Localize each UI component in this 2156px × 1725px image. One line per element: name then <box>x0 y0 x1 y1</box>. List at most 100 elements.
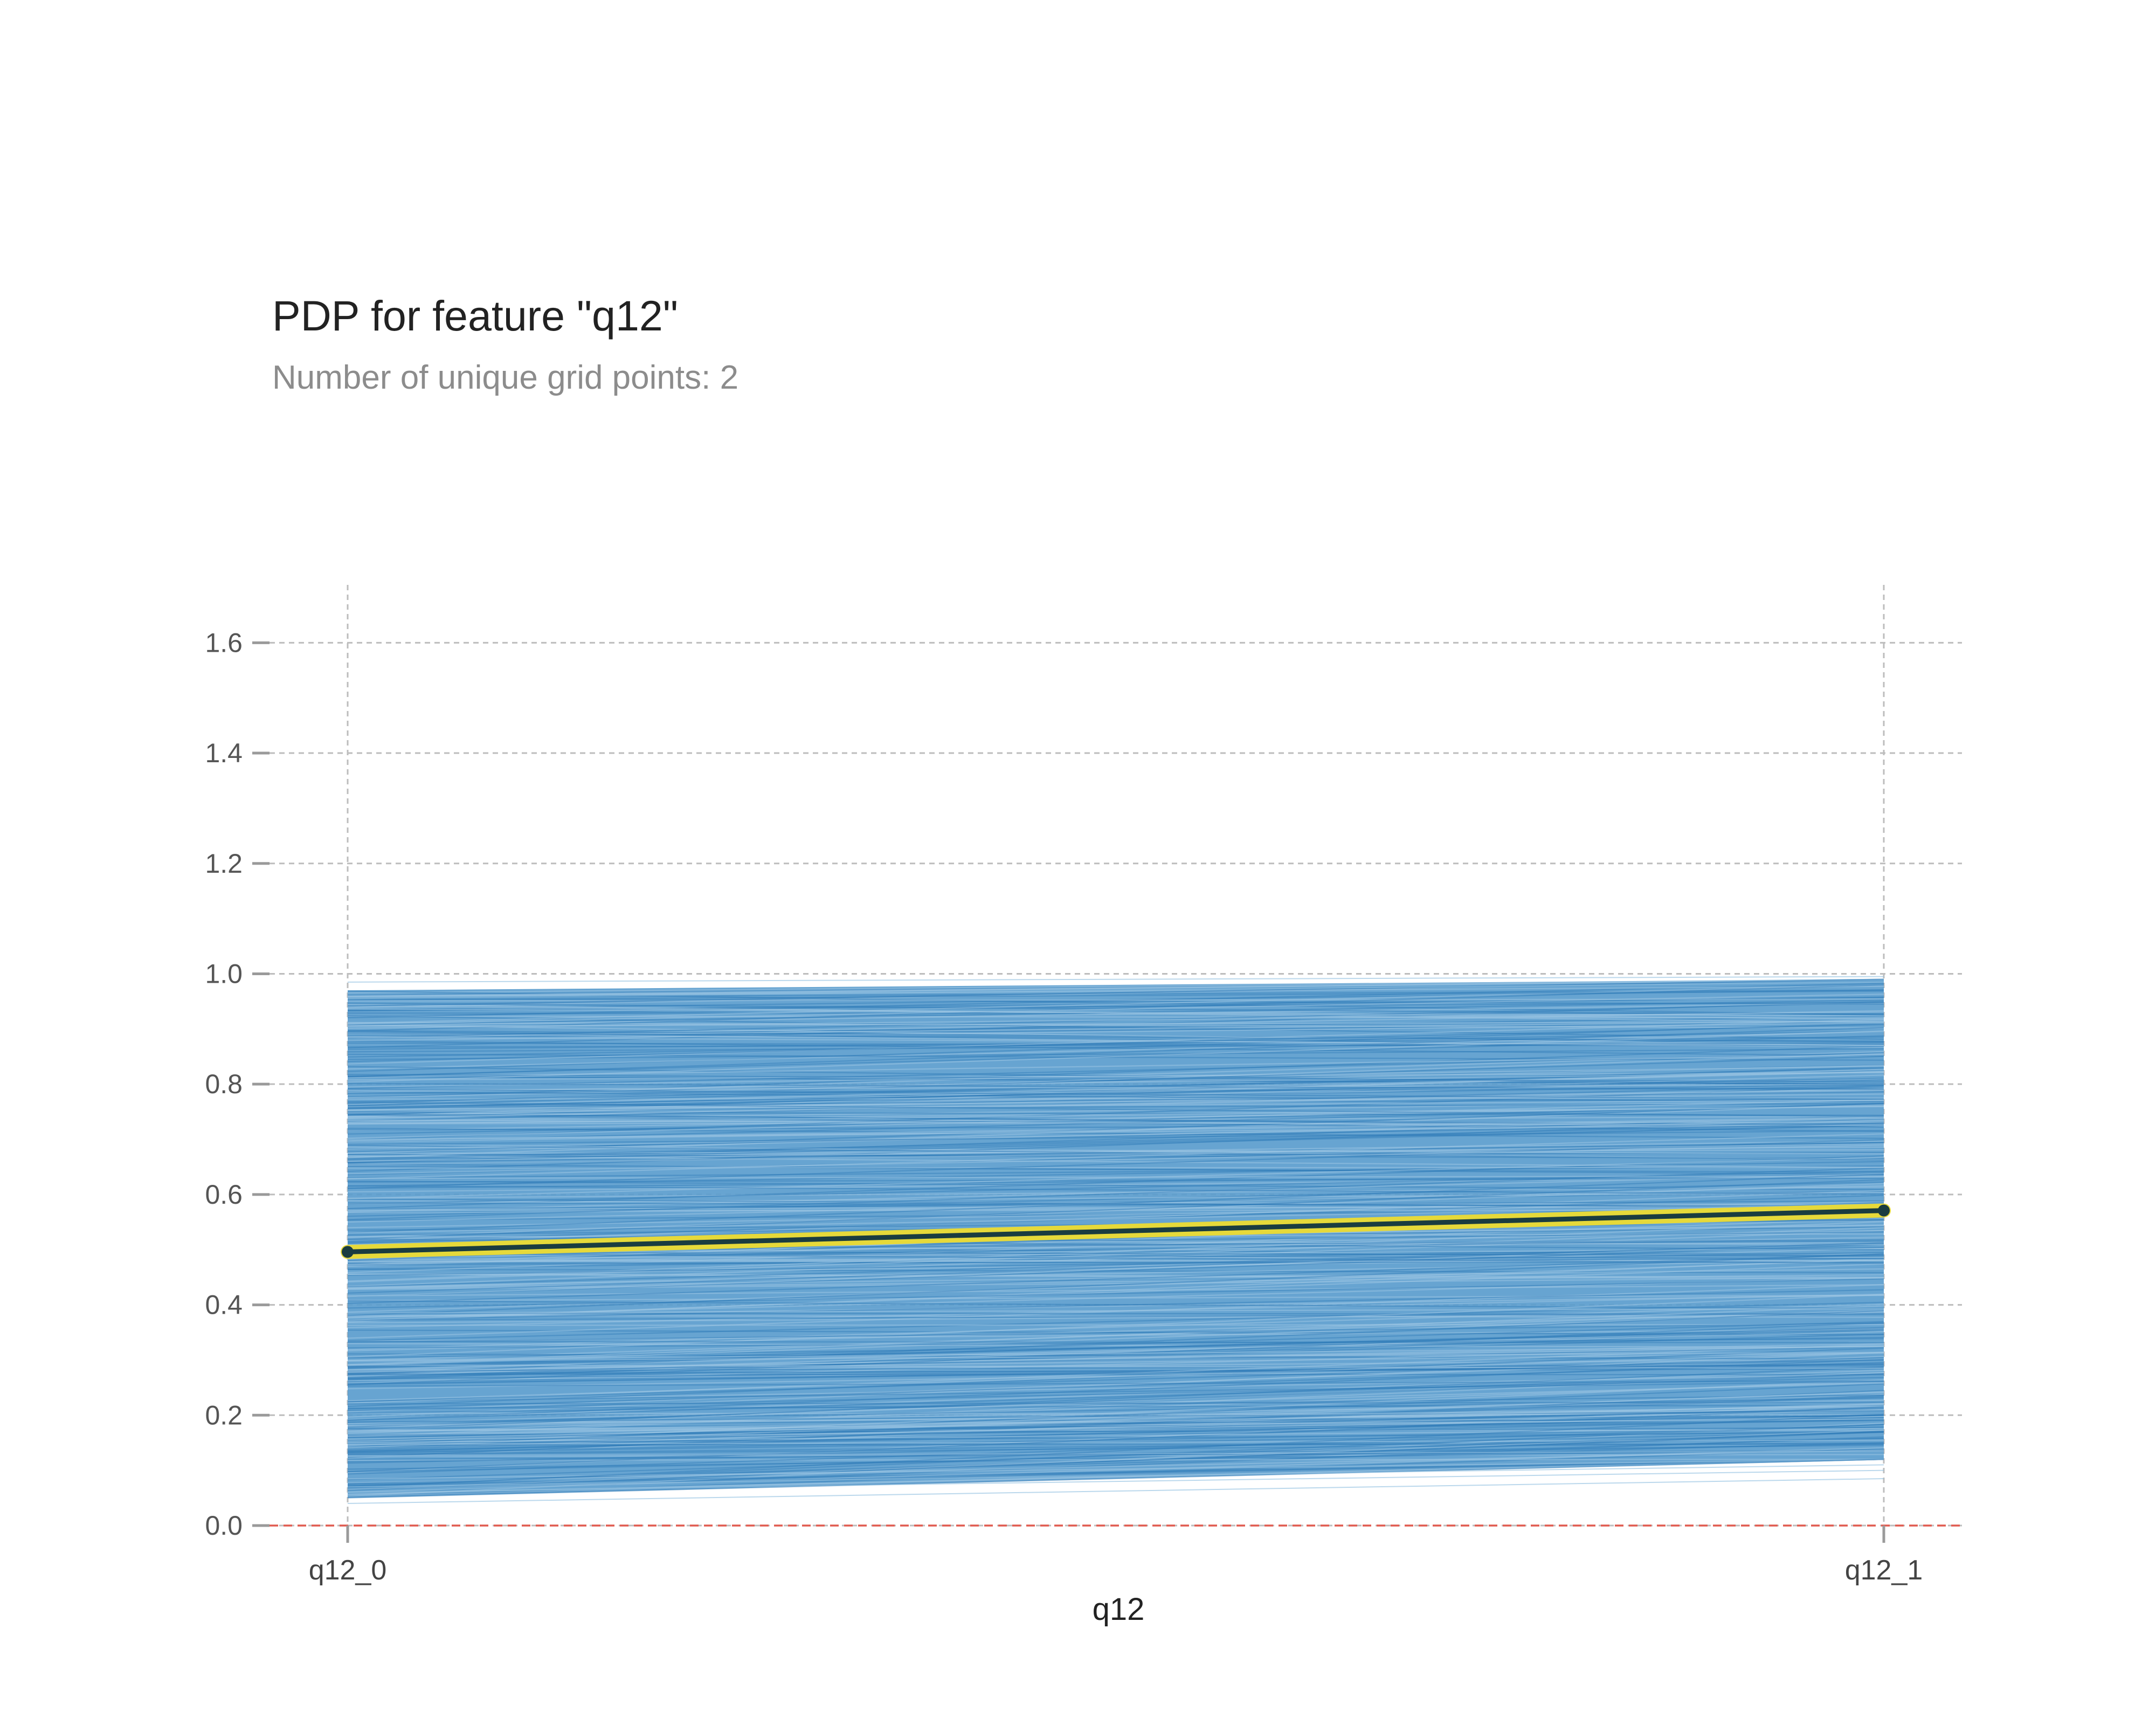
ice-line <box>348 996 1884 1017</box>
ice-line <box>348 1328 1884 1369</box>
y-tick-label: 1.4 <box>205 738 243 768</box>
ice-line <box>348 976 1884 983</box>
ice-line <box>348 1442 1884 1484</box>
ice-line <box>348 1238 1884 1261</box>
ice-line <box>348 1431 1884 1480</box>
ice-line <box>348 1416 1884 1442</box>
ice-line <box>348 1023 1884 1072</box>
ice-line <box>348 1260 1884 1262</box>
ice-line <box>348 1204 1884 1234</box>
ice-line <box>348 1429 1884 1491</box>
x-tick-label: q12_0 <box>309 1555 387 1586</box>
ice-line <box>348 1364 1884 1369</box>
ice-line <box>348 1346 1884 1374</box>
y-tick-label: 0.0 <box>205 1510 243 1541</box>
ice-line <box>348 1036 1884 1046</box>
ice-line <box>348 1020 1884 1038</box>
ice-line <box>348 1066 1884 1086</box>
ice-line <box>348 1101 1884 1117</box>
ice-line <box>348 1406 1884 1472</box>
ice-line <box>348 1311 1884 1352</box>
ice-line <box>348 1123 1884 1141</box>
ice-line <box>348 1424 1884 1475</box>
ice-line <box>348 1020 1884 1027</box>
ice-line <box>348 1439 1884 1445</box>
ice-line <box>348 1133 1884 1180</box>
ice-line <box>348 1204 1884 1214</box>
ice-line <box>348 1174 1884 1233</box>
ice-line <box>348 1312 1884 1324</box>
ice-line <box>348 1248 1884 1260</box>
ice-line <box>348 1431 1884 1444</box>
ice-line <box>348 1230 1884 1260</box>
ice-line <box>348 1024 1884 1046</box>
ice-line <box>348 1253 1884 1304</box>
ice-line <box>348 1377 1884 1411</box>
y-tick-label: 0.8 <box>205 1069 243 1099</box>
ice-line <box>348 1294 1884 1318</box>
ice-line <box>348 1459 1884 1480</box>
y-tick-label: 1.2 <box>205 848 243 879</box>
ice-line <box>348 1053 1884 1061</box>
ice-line <box>348 1443 1884 1446</box>
ice-line <box>348 1381 1884 1403</box>
ice-line <box>348 1303 1884 1350</box>
ice-line <box>348 1066 1884 1088</box>
ice-line <box>348 1380 1884 1387</box>
ice-line <box>348 1345 1884 1384</box>
ice-line <box>348 998 1884 1005</box>
ice-line <box>348 1120 1884 1150</box>
ice-line <box>348 1253 1884 1316</box>
ice-line <box>348 1443 1884 1473</box>
ice-line <box>348 1312 1884 1315</box>
ice-line <box>348 1027 1884 1078</box>
ice-line <box>348 1055 1884 1105</box>
ice-line <box>348 1413 1884 1488</box>
ice-line <box>348 1176 1884 1193</box>
ice-line <box>348 1179 1884 1240</box>
ice-line <box>348 1450 1884 1457</box>
ice-line <box>348 1268 1884 1288</box>
ice-line <box>348 993 1884 1025</box>
ice-line <box>348 1093 1884 1110</box>
ice-line <box>348 1163 1884 1175</box>
ice-line <box>348 1100 1884 1122</box>
ice-line <box>348 1301 1884 1342</box>
ice-line <box>348 1363 1884 1382</box>
ice-line <box>348 1300 1884 1309</box>
ice-line <box>348 1278 1884 1309</box>
ice-line <box>348 1442 1884 1455</box>
ice-line <box>348 983 1884 1019</box>
ice-line <box>348 1241 1884 1298</box>
ice-line <box>348 1408 1884 1441</box>
ice-line <box>348 1084 1884 1109</box>
ice-line <box>348 1024 1884 1062</box>
ice-line <box>348 1383 1884 1447</box>
ice-line <box>348 1253 1884 1263</box>
ice-line <box>348 1051 1884 1099</box>
ice-line <box>348 1040 1884 1057</box>
ice-line <box>348 1124 1884 1163</box>
ice-line <box>348 1324 1884 1326</box>
ice-line <box>348 1088 1884 1100</box>
ice-line <box>348 1115 1884 1124</box>
ice-line <box>348 1124 1884 1161</box>
ice-line <box>348 1030 1884 1083</box>
ice-line <box>348 1032 1884 1043</box>
ice-line <box>348 1373 1884 1421</box>
ice-line <box>348 1085 1884 1141</box>
ice-line <box>348 1251 1884 1256</box>
ice-line <box>348 1122 1884 1160</box>
pdp-point <box>342 1246 354 1258</box>
ice-line <box>348 1089 1884 1120</box>
ice-line <box>348 1167 1884 1169</box>
ice-line <box>348 1074 1884 1118</box>
pdp-point <box>1878 1204 1890 1217</box>
ice-line <box>348 1371 1884 1431</box>
ice-line <box>348 1382 1884 1424</box>
ice-line <box>348 1031 1884 1070</box>
ice-line <box>348 1374 1884 1376</box>
ice-line <box>348 1331 1884 1371</box>
ice-line <box>348 1327 1884 1369</box>
ice-line <box>348 1409 1884 1433</box>
